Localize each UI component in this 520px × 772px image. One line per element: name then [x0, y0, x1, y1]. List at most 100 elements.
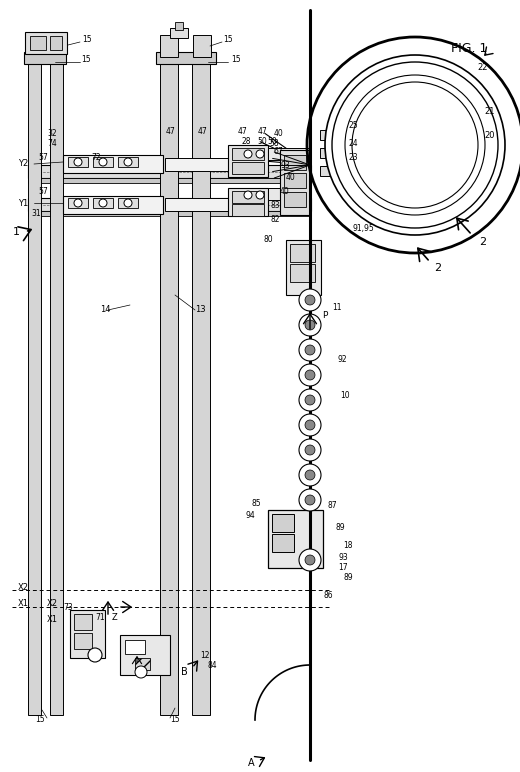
Bar — [232, 204, 264, 216]
Text: 84: 84 — [207, 661, 217, 669]
Text: 74: 74 — [47, 138, 57, 147]
Bar — [50, 55, 63, 715]
Bar — [290, 264, 315, 282]
Text: 31: 31 — [31, 208, 41, 218]
Text: 82: 82 — [270, 215, 280, 225]
Circle shape — [135, 666, 147, 678]
Circle shape — [305, 320, 315, 330]
Text: 40: 40 — [285, 174, 295, 182]
Bar — [268, 510, 323, 568]
Bar — [74, 633, 92, 649]
Circle shape — [256, 150, 264, 158]
Bar — [268, 188, 311, 200]
Bar — [286, 240, 321, 295]
Text: X2: X2 — [47, 598, 58, 608]
Text: 10: 10 — [340, 391, 349, 399]
Text: 21: 21 — [484, 107, 495, 117]
Bar — [63, 196, 163, 214]
Bar — [170, 28, 188, 38]
Text: 23: 23 — [348, 154, 358, 162]
Circle shape — [299, 489, 321, 511]
Bar — [290, 244, 315, 262]
Text: 32: 32 — [47, 128, 57, 137]
Bar — [320, 148, 340, 158]
Text: 50: 50 — [267, 137, 277, 147]
Circle shape — [256, 191, 264, 199]
Bar — [30, 36, 46, 50]
Text: 1: 1 — [13, 227, 20, 237]
Text: 13: 13 — [194, 306, 205, 314]
Bar — [74, 614, 92, 630]
Text: 15: 15 — [81, 56, 91, 65]
Bar — [272, 514, 294, 532]
Text: 15: 15 — [82, 36, 92, 45]
Text: B: B — [181, 667, 188, 677]
Text: P: P — [322, 310, 328, 320]
Text: 58: 58 — [269, 138, 279, 147]
Circle shape — [305, 395, 315, 405]
Circle shape — [244, 150, 252, 158]
Circle shape — [305, 295, 315, 305]
Text: 50: 50 — [257, 137, 267, 145]
Text: 83: 83 — [270, 201, 280, 209]
Bar — [120, 635, 170, 675]
Bar — [28, 165, 311, 178]
Circle shape — [305, 345, 315, 355]
Bar — [118, 157, 138, 167]
Circle shape — [305, 495, 315, 505]
Bar — [232, 162, 264, 174]
Text: 93: 93 — [280, 161, 290, 170]
Circle shape — [88, 648, 102, 662]
Bar — [93, 157, 113, 167]
Bar — [70, 610, 105, 658]
Bar — [135, 658, 150, 670]
Bar — [28, 211, 311, 216]
Text: 47: 47 — [237, 127, 247, 136]
Circle shape — [299, 389, 321, 411]
Bar — [272, 534, 294, 552]
Circle shape — [244, 191, 252, 199]
Bar — [232, 191, 264, 203]
Text: 24: 24 — [348, 138, 358, 147]
Text: 89: 89 — [343, 574, 353, 583]
Bar — [63, 155, 163, 173]
Bar — [284, 155, 306, 170]
Circle shape — [299, 364, 321, 386]
Text: 40: 40 — [280, 188, 290, 197]
Text: 15: 15 — [223, 36, 233, 45]
Circle shape — [299, 439, 321, 461]
Text: 12: 12 — [200, 651, 210, 659]
Bar — [160, 55, 178, 715]
Text: 25: 25 — [348, 121, 358, 130]
Bar — [28, 178, 311, 183]
Text: 72: 72 — [91, 153, 101, 161]
Circle shape — [124, 199, 132, 207]
Bar — [192, 55, 210, 715]
Bar — [284, 173, 306, 188]
Circle shape — [99, 158, 107, 166]
Text: 15: 15 — [170, 716, 180, 724]
Bar — [28, 198, 311, 211]
Bar — [24, 52, 66, 64]
Text: 40: 40 — [273, 128, 283, 137]
Circle shape — [74, 158, 82, 166]
Circle shape — [345, 75, 485, 215]
Text: 94: 94 — [245, 510, 255, 520]
Bar — [93, 198, 113, 208]
Text: 57: 57 — [38, 188, 48, 197]
Circle shape — [305, 370, 315, 380]
Bar — [232, 148, 264, 160]
Bar — [68, 157, 88, 167]
Text: 28: 28 — [241, 137, 251, 145]
Bar — [165, 198, 230, 211]
Bar — [228, 188, 268, 216]
Bar — [50, 36, 62, 50]
Text: 15: 15 — [231, 56, 241, 65]
Text: 11: 11 — [332, 303, 342, 311]
Bar — [160, 35, 178, 57]
Bar — [156, 52, 216, 64]
Bar — [320, 166, 340, 176]
Text: 92: 92 — [337, 355, 347, 364]
Text: 14: 14 — [100, 306, 110, 314]
Text: 47: 47 — [257, 127, 267, 136]
